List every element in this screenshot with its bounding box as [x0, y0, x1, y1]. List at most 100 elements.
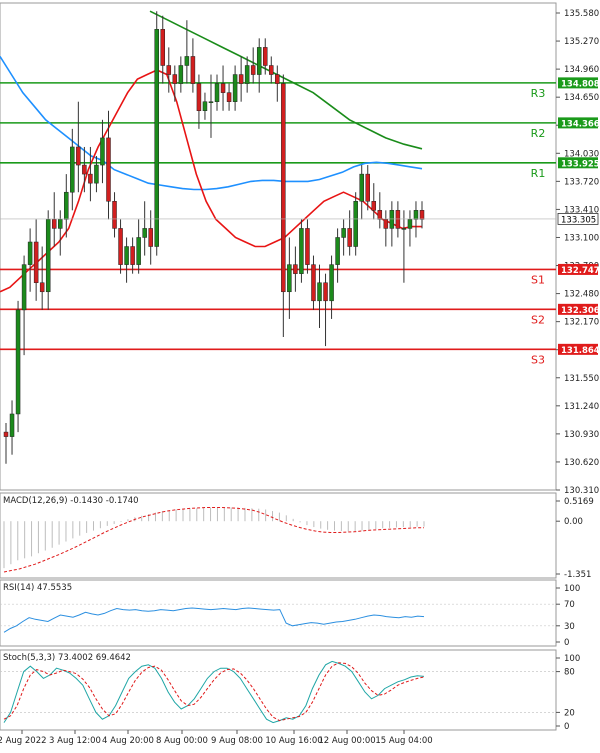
candle-body — [45, 219, 51, 293]
candle-body — [160, 29, 166, 66]
candle-body — [214, 83, 220, 102]
candle — [238, 56, 244, 102]
rsi-frame — [0, 579, 557, 647]
level-price-tag — [558, 303, 598, 315]
candle-body — [118, 228, 123, 265]
candle-body — [3, 431, 9, 437]
level-price-tag — [558, 343, 598, 355]
level-price-label: 132.747 — [561, 266, 600, 276]
candle-body — [353, 201, 358, 247]
candle-body — [202, 101, 208, 112]
candle — [269, 56, 274, 84]
candle-body — [178, 65, 184, 84]
candle — [15, 300, 21, 433]
candle — [94, 156, 99, 193]
x-tick-label: 8 Aug 00:00 — [156, 736, 208, 746]
candle-body — [154, 29, 159, 247]
candle — [106, 110, 111, 220]
candle — [51, 192, 57, 247]
candle — [383, 210, 389, 247]
stoch-panel: Stoch(5,3,3) 73.4002 69.4642 100 80 20 0 — [0, 649, 580, 732]
rsi-tick-label: 100 — [564, 584, 580, 594]
candle-body — [371, 201, 377, 211]
level-name-r2: R2 — [531, 127, 546, 140]
stoch-frame — [0, 649, 557, 731]
rsi-tick-label: 70 — [564, 600, 575, 610]
x-tick-label: 3 Aug 12:00 — [49, 736, 101, 746]
candle — [9, 400, 15, 455]
candle — [112, 192, 117, 238]
y-tick-label: 131.240 — [564, 402, 599, 412]
stoch-tick-label: 0 — [564, 722, 569, 732]
candle — [208, 74, 214, 138]
candle — [82, 146, 87, 193]
candle-body — [220, 83, 226, 93]
candle-body — [407, 219, 413, 229]
candle-body — [9, 413, 15, 437]
rsi-panel: RSI(14) 47.5535 100 70 30 0 — [0, 579, 580, 648]
rsi-line — [3, 607, 425, 633]
candle — [88, 146, 93, 202]
candle-body — [58, 219, 63, 229]
y-tick-label: 132.170 — [564, 318, 599, 328]
candle — [172, 65, 178, 102]
macd-tick-label: 0.00 — [564, 517, 583, 527]
y-tick-label: 133.720 — [564, 177, 599, 187]
x-tick-label: 4 Aug 20:00 — [102, 736, 154, 746]
x-axis: 2 Aug 2022 3 Aug 12:00 4 Aug 20:00 8 Aug 00… — [0, 730, 433, 746]
y-tick-label: 133.100 — [564, 233, 599, 243]
candle — [45, 210, 51, 310]
stoch-tick-label: 20 — [564, 708, 575, 718]
candle-body — [287, 264, 292, 293]
candle-body — [323, 282, 328, 302]
macd-tick-label: 0.5169 — [564, 497, 594, 507]
level-price-tag — [558, 157, 598, 169]
candle-body — [136, 237, 141, 265]
candle-body — [172, 74, 178, 84]
stoch-tick-label: 100 — [564, 654, 580, 664]
candle — [33, 219, 39, 301]
candle-body — [100, 137, 105, 166]
candle-body — [275, 74, 280, 84]
candle — [407, 210, 413, 247]
level-name-s3: S3 — [531, 353, 545, 366]
candle-body — [269, 65, 274, 75]
candle-body — [39, 282, 45, 293]
candle — [347, 210, 352, 256]
candle — [220, 65, 226, 111]
candle-body — [51, 219, 57, 229]
candle — [305, 219, 310, 274]
candle-body — [305, 228, 310, 265]
stoch-d-line — [3, 662, 425, 722]
rsi-tick-label: 30 — [564, 622, 575, 632]
candle-body — [244, 65, 250, 84]
candle-body — [184, 56, 190, 66]
candle — [287, 237, 292, 319]
y-tick-label: 131.550 — [564, 374, 599, 384]
x-tick-label: 12 Aug 00:00 — [318, 736, 375, 746]
x-tick-label: 9 Aug 08:00 — [211, 736, 263, 746]
candle — [413, 201, 419, 238]
candle-body — [347, 228, 352, 247]
candle — [124, 237, 129, 283]
y-tick-label: 135.270 — [564, 37, 599, 47]
candle-body — [166, 65, 172, 75]
candle — [250, 47, 256, 84]
macd-signal-line — [3, 507, 424, 573]
candle — [329, 255, 334, 319]
macd-frame — [0, 492, 557, 579]
macd-label: MACD(12,26,9) -0.1430 -0.1740 — [3, 496, 139, 506]
candle — [232, 65, 238, 111]
candle-body — [359, 173, 364, 202]
candle-body — [142, 228, 147, 238]
candle — [148, 210, 153, 265]
candle — [353, 192, 358, 256]
candle-body — [190, 56, 196, 84]
macd-panel: MACD(12,26,9) -0.1430 -0.1740 0.5169 0.00 -… — [0, 492, 594, 580]
y-tick-label: 133.410 — [564, 205, 599, 215]
stoch-tick-label: 80 — [564, 668, 575, 678]
candle — [262, 38, 268, 75]
candle-body — [413, 210, 419, 220]
current-price-label: 133.305 — [561, 215, 596, 225]
